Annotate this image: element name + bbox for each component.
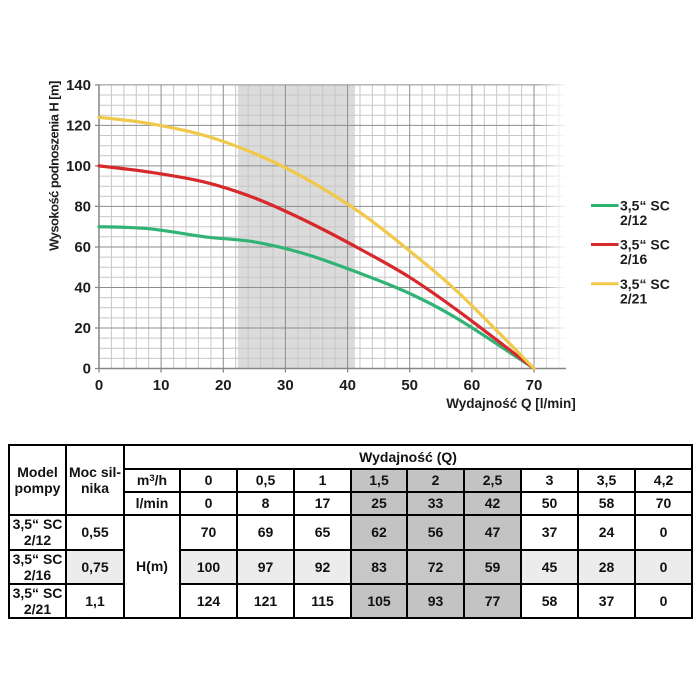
svg-text:40: 40 <box>74 280 91 297</box>
svg-text:30: 30 <box>277 377 294 394</box>
svg-text:Wydajność Q [l/min]: Wydajność Q [l/min] <box>446 396 576 411</box>
svg-text:0: 0 <box>83 361 91 378</box>
svg-text:3,5“ SC: 3,5“ SC <box>620 276 670 292</box>
svg-text:60: 60 <box>74 239 91 256</box>
svg-text:10: 10 <box>153 377 170 394</box>
svg-text:140: 140 <box>66 77 91 94</box>
svg-text:2/21: 2/21 <box>620 290 647 306</box>
svg-text:2/12: 2/12 <box>620 212 647 228</box>
svg-text:20: 20 <box>74 320 91 337</box>
svg-text:80: 80 <box>74 199 91 216</box>
svg-text:70: 70 <box>526 377 543 394</box>
svg-text:0: 0 <box>95 377 103 394</box>
svg-text:100: 100 <box>66 158 91 175</box>
svg-text:3,5“ SC: 3,5“ SC <box>620 237 670 253</box>
svg-text:40: 40 <box>339 377 356 394</box>
svg-text:60: 60 <box>464 377 481 394</box>
svg-text:Wysokość podnoszenia H [m]: Wysokość podnoszenia H [m] <box>47 81 62 251</box>
svg-text:2/16: 2/16 <box>620 251 647 267</box>
svg-text:120: 120 <box>66 118 91 135</box>
svg-text:3,5“ SC: 3,5“ SC <box>620 198 670 214</box>
svg-text:50: 50 <box>401 377 418 394</box>
svg-text:20: 20 <box>215 377 232 394</box>
